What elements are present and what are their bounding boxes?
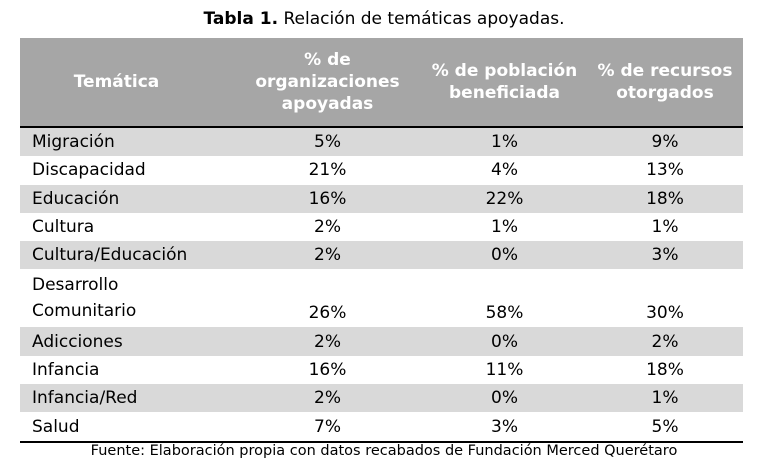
cell-poblacion: 1% [491,217,518,238]
cell-organizaciones: 5% [233,127,422,157]
cell-poblacion: 22% [422,184,587,213]
table-row: Infancia/Red 2% 0% 1% [20,384,743,413]
cell-recursos: 1% [651,217,679,238]
cell-organizaciones: 16% [308,359,347,380]
table-caption: Tabla 1. Relación de temáticas apoyadas. [0,8,768,30]
cell-tematica: Migración [20,127,233,157]
cell-tematica: Discapacidad [32,160,146,181]
cell-recursos: 5% [651,416,679,437]
cell-organizaciones: 21% [308,160,347,181]
header-tematica: Temática [20,38,233,127]
source-note: Fuente: Elaboración propia con datos rec… [90,443,678,459]
cell-poblacion: 0% [422,384,587,413]
cell-tematica: Educación [20,184,233,213]
cell-tematica: Desarrollo Comunitario [32,275,137,322]
cell-poblacion: 58% [485,303,524,324]
cell-organizaciones: 26% [308,303,347,324]
cell-tematica: Cultura [32,217,95,238]
cell-tematica: Salud [32,416,80,437]
caption-label: Tabla 1. [203,9,279,29]
table-row: Migración 5% 1% 9% [20,127,743,157]
header-recursos: % de recursos otorgados [587,38,743,127]
cell-recursos: 18% [646,359,684,380]
cell-poblacion: 0% [422,327,587,356]
cell-recursos: 3% [587,241,743,270]
cell-tematica: Cultura/Educación [20,241,233,270]
cell-poblacion: 3% [491,416,518,437]
cell-recursos: 9% [587,127,743,157]
cell-organizaciones: 16% [233,184,422,213]
table-row: Educación 16% 22% 18% [20,184,743,213]
table-row: Adicciones 2% 0% 2% [20,327,743,356]
cell-organizaciones: 2% [314,217,341,238]
header-row: Temática % de organizaciones apoyadas % … [20,38,743,127]
cell-recursos: 18% [587,184,743,213]
cell-tematica: Infancia [32,359,100,380]
caption-title: Relación de temáticas apoyadas. [283,9,565,29]
table-row: Cultura 2% 1% 1% [20,213,743,241]
table-row: Salud 7% 3% 5% [20,412,743,442]
cell-organizaciones: 7% [314,416,341,437]
cell-recursos: 2% [587,327,743,356]
cell-organizaciones: 2% [233,384,422,413]
table-row: Desarrollo Comunitario 26% 58% 30% [20,269,743,327]
header-organizaciones: % de organizaciones apoyadas [233,38,422,127]
cell-organizaciones: 2% [233,327,422,356]
cell-tematica: Adicciones [20,327,233,356]
thematic-table: Temática % de organizaciones apoyadas % … [20,38,743,443]
cell-poblacion: 0% [422,241,587,270]
table-row: Discapacidad 21% 4% 13% [20,156,743,184]
cell-recursos: 1% [587,384,743,413]
cell-tematica: Infancia/Red [20,384,233,413]
cell-recursos: 13% [646,160,684,181]
cell-recursos: 30% [646,303,684,324]
table-row: Infancia 16% 11% 18% [20,356,743,384]
cell-organizaciones: 2% [233,241,422,270]
cell-poblacion: 4% [491,160,518,181]
cell-poblacion: 1% [422,127,587,157]
header-poblacion: % de población beneficiada [422,38,587,127]
table-row: Cultura/Educación 2% 0% 3% [20,241,743,270]
cell-poblacion: 11% [485,359,524,380]
